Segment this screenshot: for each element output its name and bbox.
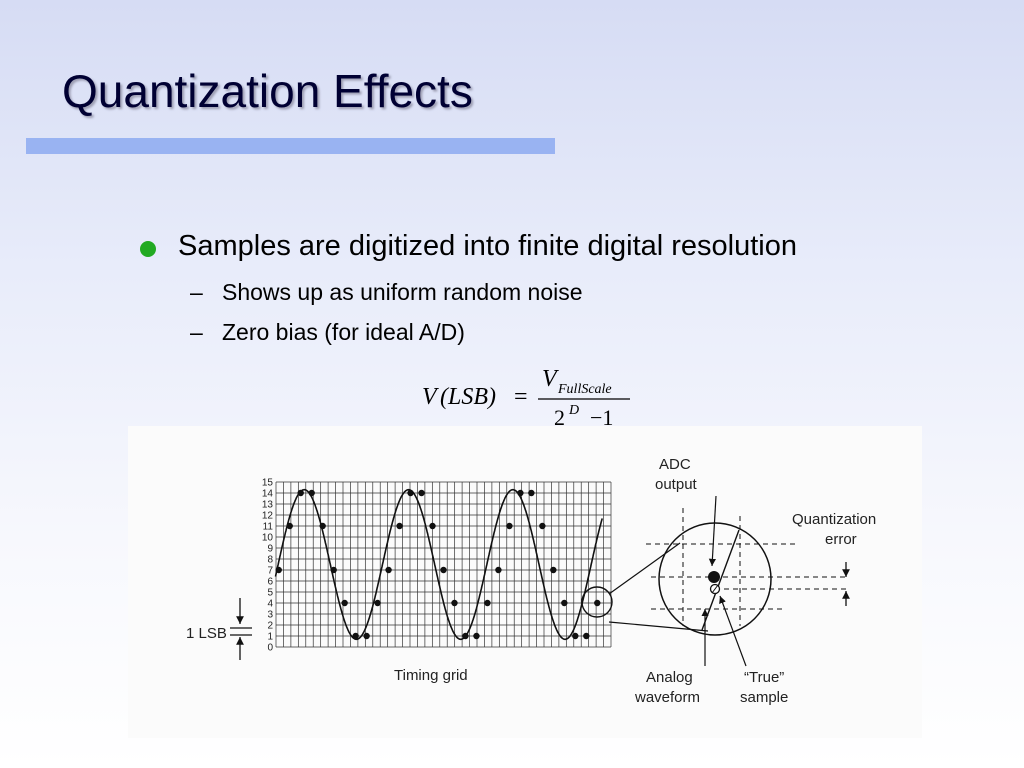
sample-dot — [297, 489, 304, 497]
analog-waveform-label: waveform — [634, 689, 700, 706]
bullet-text: Samples are digitized into finite digita… — [178, 230, 798, 262]
dash-marker: – — [190, 319, 203, 345]
true-sample-label: sample — [740, 689, 788, 706]
true-sample-arrow — [719, 595, 747, 667]
sub-bullet-text: Shows up as uniform random noise — [222, 279, 583, 305]
slide-title: Quantization Effects — [62, 65, 473, 117]
sample-dot — [506, 522, 513, 530]
adc-output-arrow — [708, 495, 717, 567]
lsb-formula: V (LSB) = V FullScale 2 D −1 — [422, 366, 630, 430]
magnified-view — [646, 508, 846, 636]
adc-output-point — [708, 571, 720, 583]
y-tick-label: 8 — [267, 555, 273, 566]
sample-dot — [440, 566, 447, 574]
analog-segment — [701, 529, 740, 631]
formula-den-rest: −1 — [590, 405, 613, 430]
lsb-marker — [230, 598, 252, 660]
sample-dot — [451, 599, 458, 607]
formula-num-v: V — [542, 366, 559, 392]
bullet-dot-icon — [140, 241, 156, 257]
sample-dot — [561, 599, 568, 607]
lsb-label: 1 LSB — [186, 625, 227, 642]
sample-dot — [385, 566, 392, 574]
y-tick-label: 11 — [263, 522, 274, 533]
sample-dot — [286, 522, 293, 530]
y-tick-label: 0 — [267, 643, 273, 654]
timing-grid-label: Timing grid — [394, 667, 468, 684]
sample-dot — [352, 632, 359, 640]
y-tick-label: 4 — [267, 599, 273, 610]
formula-lhs-arg: (LSB) — [440, 384, 496, 410]
formula-num-sub: FullScale — [557, 382, 612, 397]
sample-dot — [572, 632, 579, 640]
sample-dot — [275, 566, 282, 574]
sample-dot — [396, 522, 403, 530]
y-tick-label: 13 — [262, 500, 274, 511]
quantization-error-label: Quantization — [792, 511, 876, 528]
zoom-source-circle — [581, 586, 613, 618]
quantization-error-label: error — [825, 531, 857, 548]
zoom-connector-line — [608, 621, 709, 632]
y-tick-label: 15 — [262, 478, 274, 489]
y-tick-label: 1 — [267, 632, 273, 643]
analog-waveform-curve — [274, 488, 603, 641]
y-tick-label: 10 — [262, 533, 274, 544]
sample-dot — [583, 632, 590, 640]
sample-dot — [594, 599, 601, 607]
sample-dot — [462, 632, 469, 640]
sample-dot — [319, 522, 326, 530]
y-tick-label: 14 — [262, 489, 274, 500]
sample-dot — [330, 566, 337, 574]
analog-waveform-label: Analog — [646, 669, 693, 686]
adc-output-label: ADC — [659, 456, 691, 473]
formula-lhs-v: V — [422, 384, 439, 410]
y-tick-label: 7 — [267, 566, 273, 577]
true-sample-label: “True” — [744, 669, 784, 686]
formula-den-base: 2 — [554, 405, 565, 430]
sample-dot — [550, 566, 557, 574]
sample-dot — [418, 489, 425, 497]
sample-dot — [473, 632, 480, 640]
sample-dot — [429, 522, 436, 530]
y-tick-label: 2 — [267, 621, 273, 632]
formula-equals: = — [514, 384, 528, 410]
sample-points — [275, 489, 601, 640]
y-tick-label: 6 — [267, 577, 273, 588]
sample-dot — [517, 489, 524, 497]
title-underline-bar — [26, 138, 555, 154]
sample-dot — [495, 566, 502, 574]
y-tick-label: 5 — [267, 588, 273, 599]
sample-dot — [341, 599, 348, 607]
sample-dot — [539, 522, 546, 530]
sample-dot — [308, 489, 315, 497]
formula-den-exp: D — [568, 403, 579, 418]
y-tick-label: 9 — [267, 544, 273, 555]
adc-output-label: output — [655, 476, 698, 493]
timing-grid — [275, 481, 612, 648]
sample-dot — [407, 489, 414, 497]
zoom-connector-line — [608, 542, 681, 595]
sample-dot — [528, 489, 535, 497]
sub-bullet-text: Zero bias (for ideal A/D) — [222, 319, 465, 345]
sample-dot — [484, 599, 491, 607]
dash-marker: – — [190, 279, 203, 305]
sample-dot — [374, 599, 381, 607]
sample-dot — [363, 632, 370, 640]
y-tick-label: 3 — [267, 610, 273, 621]
true-sample-slash — [711, 584, 719, 594]
y-tick-label: 12 — [262, 511, 274, 522]
